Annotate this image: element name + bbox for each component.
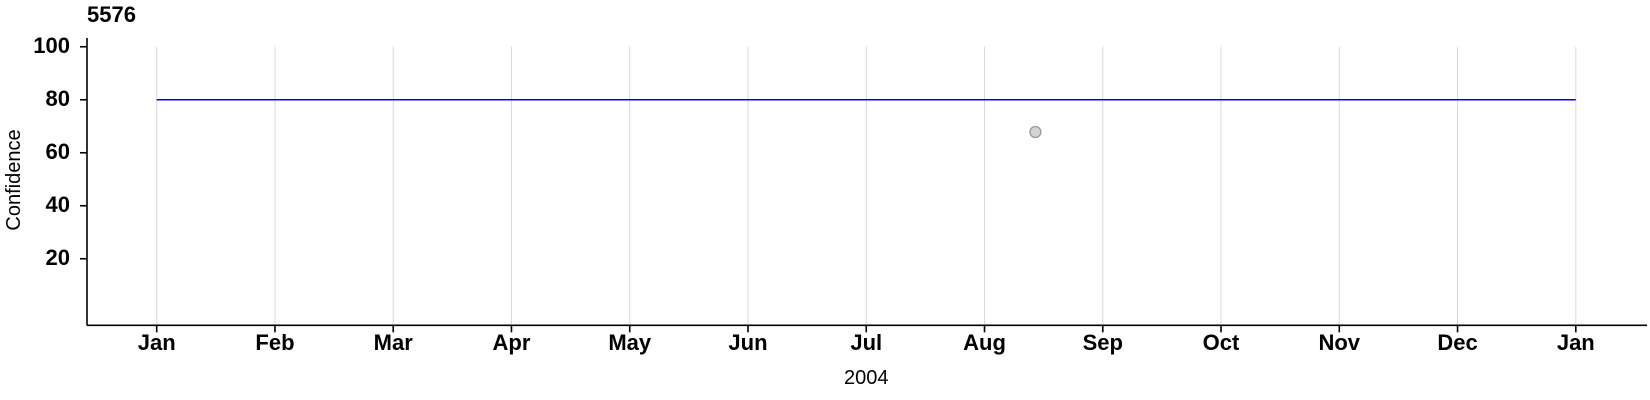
svg-text:May: May (608, 330, 652, 355)
svg-text:5576: 5576 (87, 2, 136, 27)
svg-text:80: 80 (46, 86, 70, 111)
svg-text:Aug: Aug (963, 330, 1006, 355)
svg-text:40: 40 (46, 192, 70, 217)
svg-text:Jun: Jun (728, 330, 767, 355)
svg-text:Apr: Apr (493, 330, 531, 355)
svg-text:Jan: Jan (138, 330, 176, 355)
svg-text:Jul: Jul (850, 330, 882, 355)
svg-text:Jan: Jan (1557, 330, 1595, 355)
svg-text:Confidence: Confidence (3, 129, 25, 230)
svg-text:Dec: Dec (1437, 330, 1477, 355)
svg-text:Feb: Feb (255, 330, 294, 355)
svg-text:Mar: Mar (374, 330, 414, 355)
svg-text:100: 100 (33, 33, 70, 58)
svg-text:2004: 2004 (844, 367, 889, 389)
svg-text:Sep: Sep (1083, 330, 1123, 355)
svg-text:Oct: Oct (1203, 330, 1240, 355)
svg-text:60: 60 (46, 139, 70, 164)
svg-text:Nov: Nov (1318, 330, 1360, 355)
svg-text:20: 20 (46, 245, 70, 270)
